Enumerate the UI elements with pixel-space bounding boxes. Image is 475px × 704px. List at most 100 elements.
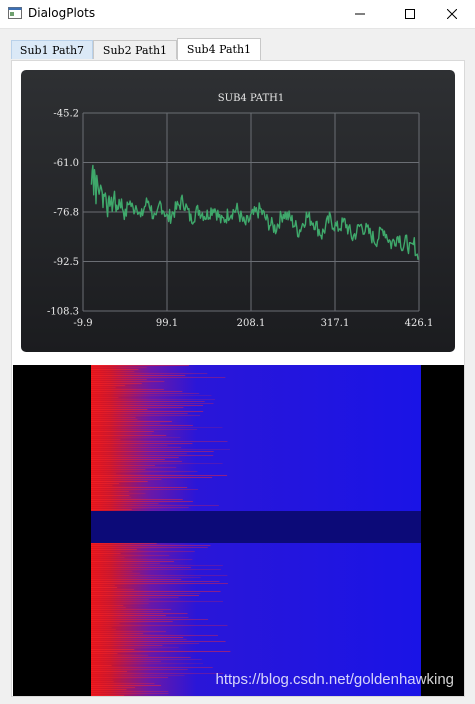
spectrogram-streak bbox=[91, 495, 130, 496]
spectrogram-streak bbox=[91, 617, 189, 618]
spectrogram-streak bbox=[91, 499, 183, 500]
spectrogram-streak bbox=[91, 471, 198, 472]
spectrogram-streak bbox=[91, 677, 168, 678]
spectrogram-streak bbox=[91, 451, 214, 452]
spectrogram-streak bbox=[91, 543, 157, 544]
spectrogram-streak bbox=[91, 633, 144, 634]
spectrogram-streak bbox=[91, 607, 126, 608]
spectrogram-streak bbox=[91, 479, 162, 480]
spectrogram-streak bbox=[91, 671, 128, 672]
spectrogram-streak bbox=[91, 425, 193, 426]
spectrogram-plot: https://blog.csdn.net/goldenhawking bbox=[13, 365, 464, 696]
spectrogram-streak bbox=[91, 561, 174, 562]
spectrogram-streak bbox=[91, 603, 149, 604]
spectrogram-streak bbox=[91, 443, 193, 444]
tab-sub4-path1[interactable]: Sub4 Path1 bbox=[177, 38, 261, 60]
spectrogram-streak bbox=[91, 547, 208, 548]
spectrogram-streak bbox=[91, 489, 199, 490]
close-icon bbox=[447, 9, 457, 19]
spectrogram-streak bbox=[91, 591, 221, 592]
chart-x-tick-label: -9.9 bbox=[73, 318, 92, 329]
spectrogram-streak bbox=[91, 679, 113, 680]
spectrogram-streak bbox=[91, 491, 129, 492]
spectrogram-streak bbox=[91, 435, 167, 436]
spectrogram-streak bbox=[91, 643, 200, 644]
spectrogram-streak bbox=[91, 459, 165, 460]
chart-y-tick-label: -76.8 bbox=[53, 208, 79, 219]
chart-y-tick-label: -92.5 bbox=[53, 257, 79, 268]
spectrogram-streak bbox=[91, 569, 221, 570]
chart-x-tick-label: 426.1 bbox=[405, 318, 434, 329]
spectrogram-streak bbox=[91, 623, 120, 624]
chart-x-tick-label: 208.1 bbox=[237, 318, 266, 329]
spectrogram-streak bbox=[91, 401, 205, 402]
spectrogram-streak bbox=[91, 461, 182, 462]
spectrogram-streak bbox=[91, 573, 140, 574]
spectrogram-streak bbox=[91, 585, 115, 586]
spectrogram-streak bbox=[91, 379, 147, 380]
spectrogram-streak bbox=[91, 691, 169, 692]
spectrogram-streak bbox=[91, 559, 193, 560]
tab-sub1-path7[interactable]: Sub1 Path7 bbox=[11, 40, 93, 59]
spectrogram-streak bbox=[91, 565, 223, 566]
chart-y-tick-label: -108.3 bbox=[47, 307, 79, 318]
spectrogram-streak bbox=[91, 391, 183, 392]
spectrogram-streak bbox=[91, 439, 121, 440]
spectrogram-streak bbox=[91, 675, 185, 676]
spectrogram-streak bbox=[91, 683, 155, 684]
spectrogram-streak bbox=[91, 695, 125, 696]
close-button[interactable] bbox=[429, 0, 475, 28]
chart-title: SUB4 PATH1 bbox=[218, 93, 284, 104]
spectrogram-streak bbox=[91, 615, 166, 616]
spectrogram-streak bbox=[91, 409, 148, 410]
spectrogram-streak bbox=[91, 689, 127, 690]
spectrogram-streak bbox=[91, 645, 163, 646]
spectrogram-dark-band bbox=[91, 511, 421, 543]
spectrogram-streak bbox=[91, 399, 215, 400]
spectrogram-streak bbox=[91, 417, 136, 418]
spectrogram-streak bbox=[91, 575, 228, 576]
spectrogram-streak bbox=[91, 581, 220, 582]
spectrogram-streak bbox=[91, 487, 188, 488]
spectrogram-streak bbox=[91, 621, 173, 622]
line-chart-panel: SUB4 PATH1 -9.9 99.1 208.1 317.1 426.1 -45.2 -6… bbox=[21, 70, 455, 352]
spectrogram-streak bbox=[91, 595, 200, 596]
spectrogram-streak bbox=[91, 647, 179, 648]
spectrogram-streak bbox=[91, 381, 165, 382]
spectrogram-streak bbox=[91, 635, 218, 636]
spectrogram-streak bbox=[91, 669, 188, 670]
spectrogram-streak bbox=[91, 597, 179, 598]
spectrogram-streak bbox=[91, 579, 182, 580]
spectrogram-streak bbox=[91, 463, 223, 464]
chart-y-tick-label: -61.0 bbox=[53, 158, 79, 169]
spectrogram-streak bbox=[91, 655, 149, 656]
minimize-button[interactable] bbox=[337, 0, 383, 28]
spectrogram-streak bbox=[91, 659, 202, 660]
spectrogram-streak bbox=[91, 551, 195, 552]
spectrogram-streak bbox=[91, 371, 135, 372]
tab-sub2-path1[interactable]: Sub2 Path1 bbox=[93, 40, 177, 59]
spectrogram-streak bbox=[91, 505, 219, 506]
spectrogram-streak bbox=[91, 497, 131, 498]
spectrogram-streak bbox=[91, 441, 228, 442]
spectrogram-streak bbox=[91, 509, 132, 510]
maximize-button[interactable] bbox=[387, 0, 433, 28]
spectrogram-streak bbox=[91, 387, 116, 388]
spectrogram-streak bbox=[91, 545, 211, 546]
spectrogram-streak bbox=[91, 369, 139, 370]
spectrogram-streak bbox=[91, 437, 181, 438]
spectrogram-streak bbox=[91, 413, 188, 414]
minimize-icon bbox=[355, 13, 365, 15]
spectrogram-streak bbox=[91, 627, 112, 628]
spectrogram-streak bbox=[91, 457, 179, 458]
spectrogram-streak bbox=[91, 469, 146, 470]
spectrogram-streak bbox=[91, 571, 133, 572]
spectrogram-streak bbox=[91, 407, 184, 408]
spectrogram-streak bbox=[91, 507, 189, 508]
spectrogram-streak bbox=[91, 375, 186, 376]
maximize-icon bbox=[405, 9, 415, 19]
spectrogram-streak bbox=[91, 657, 191, 658]
spectrogram-streak bbox=[91, 389, 164, 390]
spectrogram-streak bbox=[91, 563, 160, 564]
spectrogram-streak bbox=[91, 467, 177, 468]
